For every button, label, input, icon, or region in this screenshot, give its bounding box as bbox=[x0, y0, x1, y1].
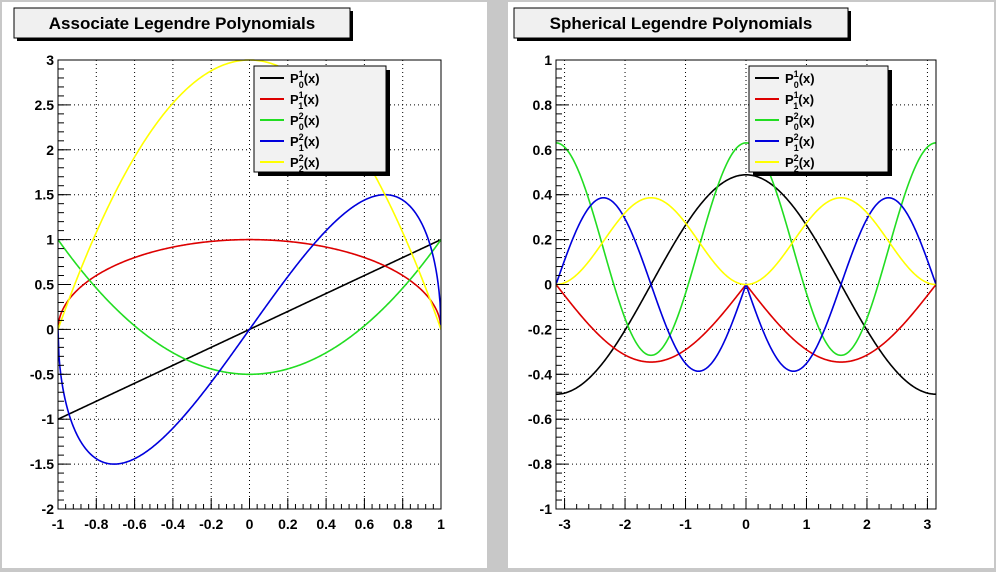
spher-y-tick-label-8: 0.6 bbox=[533, 142, 553, 158]
assoc-title-box: Associate Legendre Polynomials bbox=[13, 7, 353, 41]
assoc-y-tick-label-4: 0 bbox=[46, 321, 54, 337]
spher-legend-label-3: P2 1(x) bbox=[785, 132, 815, 153]
assoc-x-tick-label-6: 0.2 bbox=[278, 516, 298, 532]
assoc-legend-label-3: P2 1(x) bbox=[290, 132, 320, 153]
assoc-y-tick-label-0: -2 bbox=[42, 501, 55, 517]
spher-y-tick-label-5: 0 bbox=[544, 277, 552, 293]
spher-y-tick-label-2: -0.6 bbox=[528, 411, 552, 427]
spher-y-tick-label-4: -0.2 bbox=[528, 321, 552, 337]
assoc-y-tick-label-5: 0.5 bbox=[35, 277, 55, 293]
spher-y-tick-label-6: 0.2 bbox=[533, 232, 553, 248]
spher-y-axis: -1 -0.8 -0.6 -0.4 -0.2 0 0.2 0.4 0.6 0.8 1 bbox=[528, 52, 568, 517]
spher-legend-label-4: P2 2(x) bbox=[785, 153, 815, 174]
assoc-y-tick-label-3: -0.5 bbox=[30, 366, 54, 382]
assoc-y-tick-label-10: 3 bbox=[46, 52, 54, 68]
assoc-x-tick-label-3: -0.4 bbox=[161, 516, 185, 532]
spher-chart-title: Spherical Legendre Polynomials bbox=[550, 14, 813, 33]
assoc-legend-label-0: P1 0(x) bbox=[290, 69, 320, 90]
assoc-y-tick-label-7: 1.5 bbox=[35, 187, 55, 203]
assoc-y-tick-label-1: -1.5 bbox=[30, 456, 54, 472]
assoc-x-tick-label-5: 0 bbox=[246, 516, 254, 532]
assoc-x-axis: -1 -0.8 -0.6 -0.4 -0.2 0 0.2 0.4 0.6 0.8 1 bbox=[52, 498, 445, 532]
spher-y-tick-label-3: -0.4 bbox=[528, 366, 552, 382]
spher-y-tick-label-7: 0.4 bbox=[533, 187, 553, 203]
assoc-y-tick-label-6: 1 bbox=[46, 232, 54, 248]
assoc-x-tick-label-8: 0.6 bbox=[355, 516, 375, 532]
spher-x-tick-label-4: 1 bbox=[803, 516, 811, 532]
assoc-x-tick-label-1: -0.8 bbox=[84, 516, 108, 532]
spher-legend-label-2: P2 0(x) bbox=[785, 111, 815, 132]
spher-series-line-2 bbox=[556, 142, 936, 357]
assoc-x-tick-label-2: -0.6 bbox=[123, 516, 147, 532]
spher-series-line-4 bbox=[556, 196, 936, 286]
spher-y-tick-label-1: -0.8 bbox=[528, 456, 552, 472]
assoc-x-tick-label-0: -1 bbox=[52, 516, 65, 532]
assoc-series-line-3 bbox=[58, 193, 441, 465]
assoc-series-line-2 bbox=[58, 239, 441, 376]
spher-legend: P1 0(x)P1 1(x)P2 0(x)P2 1(x)P2 2(x) bbox=[748, 65, 892, 176]
assoc-x-tick-label-7: 0.4 bbox=[316, 516, 336, 532]
assoc-legend-label-1: P1 1(x) bbox=[290, 90, 319, 111]
spher-series-group bbox=[556, 142, 936, 395]
spher-y-tick-label-10: 1 bbox=[544, 52, 552, 68]
assoc-y-axis: -2 -1.5 -1 -0.5 0 0.5 1 1.5 2 2.5 3 bbox=[30, 52, 70, 517]
assoc-x-tick-label-4: -0.2 bbox=[199, 516, 223, 532]
assoc-legend-label-2: P2 0(x) bbox=[290, 111, 320, 132]
assoc-series-group bbox=[58, 59, 441, 465]
assoc-x-tick-label-9: 0.8 bbox=[393, 516, 413, 532]
spher-x-tick-label-2: -1 bbox=[679, 516, 692, 532]
spher-y-tick-label-9: 0.8 bbox=[533, 97, 553, 113]
spher-x-tick-label-0: -3 bbox=[558, 516, 571, 532]
assoc-y-tick-label-9: 2.5 bbox=[35, 97, 55, 113]
spher-x-tick-label-1: -2 bbox=[619, 516, 632, 532]
assoc-y-tick-label-8: 2 bbox=[46, 142, 54, 158]
assoc-chart-title: Associate Legendre Polynomials bbox=[49, 14, 315, 33]
assoc-x-tick-label-10: 1 bbox=[437, 516, 445, 532]
spher-legend-label-1: P1 1(x) bbox=[785, 90, 814, 111]
spher-x-tick-label-5: 2 bbox=[863, 516, 871, 532]
assoc-legend: P1 0(x)P1 1(x)P2 0(x)P2 1(x)P2 2(x) bbox=[253, 65, 390, 176]
spher-legend-label-0: P1 0(x) bbox=[785, 69, 815, 90]
assoc-series-line-1 bbox=[58, 238, 441, 330]
assoc-y-tick-label-2: -1 bbox=[42, 411, 55, 427]
spher-x-tick-label-3: 0 bbox=[742, 516, 750, 532]
spher-x-axis: -3 -2 -1 0 1 2 3 bbox=[558, 498, 932, 532]
spher-x-tick-label-6: 3 bbox=[924, 516, 932, 532]
spherical-legendre-chart: -3 -2 -1 0 1 2 3 -1 -0.8 -0.6 -0.4 -0.2 0 0.2 0.4 0.6 0.… bbox=[513, 7, 937, 532]
spher-series-line-0 bbox=[556, 174, 936, 395]
spher-title-box: Spherical Legendre Polynomials bbox=[513, 7, 851, 41]
assoc-legend-label-4: P2 2(x) bbox=[290, 153, 320, 174]
associate-legendre-chart: -1 -0.8 -0.6 -0.4 -0.2 0 0.2 0.4 0.6 0.8 1 -2 -1.5 -1… bbox=[13, 7, 445, 532]
spher-y-tick-label-0: -1 bbox=[540, 501, 553, 517]
